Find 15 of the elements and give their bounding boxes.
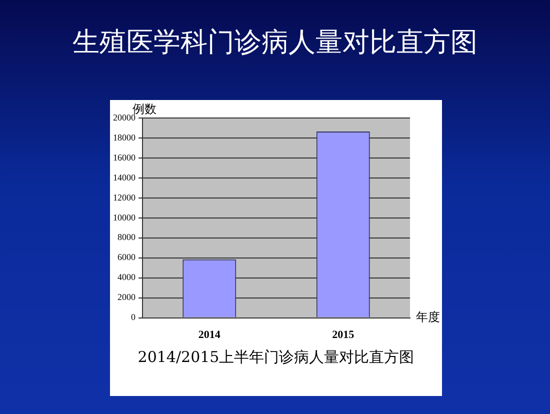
y-tick-label: 16000 [113, 152, 136, 162]
y-tick-label: 18000 [113, 132, 136, 142]
y-tick-label: 4000 [118, 272, 136, 282]
chart-title: 生殖医学科门诊病人量对比直方图 [72, 26, 478, 60]
x-tick-label: 2014 [198, 329, 221, 342]
y-tick-label: 2000 [118, 292, 136, 302]
x-tick-label: 2015 [332, 329, 355, 342]
y-tick-label: 14000 [113, 172, 136, 182]
y-tick-label: 10000 [113, 212, 136, 222]
y-tick-label: 8000 [118, 232, 136, 242]
y-tick-label: 12000 [113, 192, 136, 202]
y-tick-label: 6000 [118, 252, 136, 262]
text: 2014/2015上半年门诊病人量对比直方图 [136, 348, 416, 367]
y-tick-label: 0 [131, 312, 136, 322]
x-axis-title: 年度 [416, 310, 440, 324]
